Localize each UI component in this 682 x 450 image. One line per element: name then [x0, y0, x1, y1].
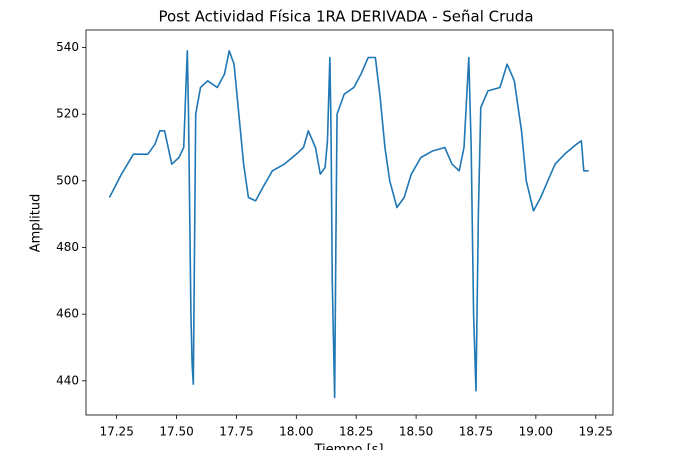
- x-tick-label: 18.50: [399, 425, 433, 439]
- x-tick-label: 19.00: [519, 425, 553, 439]
- x-tick-label: 18.00: [279, 425, 313, 439]
- y-tick-label: 540: [56, 40, 79, 54]
- x-tick-label: 17.75: [219, 425, 253, 439]
- chart-title: Post Actividad Física 1RA DERIVADA - Señ…: [158, 8, 533, 26]
- y-tick-label: 480: [56, 240, 79, 254]
- y-tick-label: 520: [56, 107, 79, 121]
- x-tick-label: 17.50: [159, 425, 193, 439]
- x-tick-label: 17.25: [99, 425, 133, 439]
- y-tick-label: 460: [56, 307, 79, 321]
- x-tick-label: 19.25: [579, 425, 613, 439]
- y-tick-label: 500: [56, 173, 79, 187]
- data-line: [108, 50, 589, 399]
- y-tick-label: 440: [56, 373, 79, 387]
- plot-frame: [85, 29, 614, 416]
- x-tick-label: 18.25: [339, 425, 373, 439]
- x-axis-label: Tiempo [s]: [313, 443, 383, 450]
- y-axis-label: Amplitud: [29, 194, 44, 253]
- x-tick-label: 18.75: [459, 425, 493, 439]
